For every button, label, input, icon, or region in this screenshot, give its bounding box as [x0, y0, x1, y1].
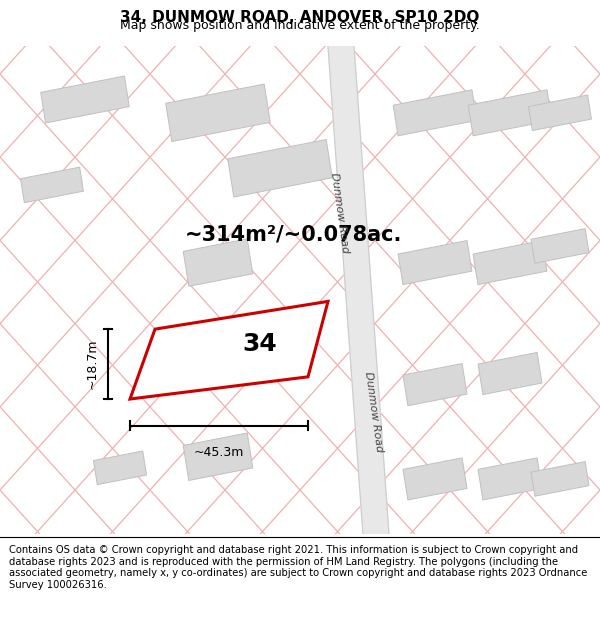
- Text: Dunmow Road: Dunmow Road: [364, 371, 385, 453]
- Text: Contains OS data © Crown copyright and database right 2021. This information is : Contains OS data © Crown copyright and d…: [9, 545, 587, 590]
- Polygon shape: [529, 95, 592, 131]
- Polygon shape: [41, 76, 129, 123]
- Polygon shape: [183, 239, 253, 286]
- Text: ~45.3m: ~45.3m: [194, 446, 244, 459]
- Text: 34: 34: [242, 331, 277, 356]
- Polygon shape: [393, 90, 477, 136]
- Polygon shape: [478, 458, 542, 500]
- Polygon shape: [531, 462, 589, 496]
- Polygon shape: [403, 458, 467, 500]
- Text: ~314m²/~0.078ac.: ~314m²/~0.078ac.: [185, 225, 403, 245]
- Text: Dunmow Road: Dunmow Road: [329, 172, 350, 254]
- Polygon shape: [130, 301, 328, 399]
- Polygon shape: [531, 229, 589, 263]
- Text: 34, DUNMOW ROAD, ANDOVER, SP10 2DQ: 34, DUNMOW ROAD, ANDOVER, SP10 2DQ: [121, 10, 479, 25]
- Polygon shape: [94, 451, 146, 484]
- Polygon shape: [183, 433, 253, 481]
- Polygon shape: [166, 84, 270, 142]
- Polygon shape: [228, 139, 332, 197]
- Polygon shape: [403, 364, 467, 406]
- Text: Map shows position and indicative extent of the property.: Map shows position and indicative extent…: [120, 19, 480, 32]
- Polygon shape: [478, 352, 542, 394]
- Polygon shape: [398, 241, 472, 284]
- Polygon shape: [20, 167, 83, 202]
- Polygon shape: [468, 90, 552, 136]
- Polygon shape: [473, 241, 547, 284]
- Text: ~18.7m: ~18.7m: [86, 339, 98, 389]
- Polygon shape: [328, 46, 389, 534]
